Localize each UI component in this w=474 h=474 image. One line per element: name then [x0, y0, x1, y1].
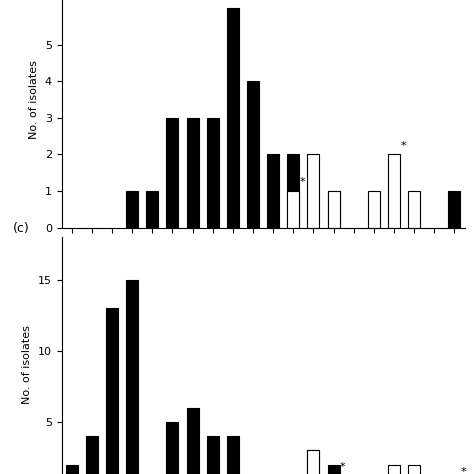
Bar [408, 465, 420, 474]
Bar [126, 280, 138, 474]
Bar [186, 118, 199, 228]
Text: *: * [461, 467, 466, 474]
Bar [227, 8, 239, 228]
Bar [267, 155, 279, 228]
Bar [307, 450, 319, 474]
Bar [388, 465, 400, 474]
Bar [186, 408, 199, 474]
Bar [388, 155, 400, 228]
Bar [287, 191, 299, 228]
Bar [207, 118, 219, 228]
Bar [166, 422, 178, 474]
Bar [328, 191, 339, 228]
Text: *: * [340, 462, 346, 472]
Bar [448, 191, 461, 228]
Bar [307, 155, 319, 228]
Bar [146, 191, 158, 228]
Bar [307, 450, 319, 474]
Y-axis label: No. of isolates: No. of isolates [29, 60, 39, 139]
Bar [287, 155, 299, 228]
Bar [126, 191, 138, 228]
Text: *: * [400, 141, 406, 151]
Text: (c): (c) [13, 222, 30, 235]
Bar [368, 191, 380, 228]
Bar [86, 436, 98, 474]
X-axis label: Increased inhibiton zone (mm): Increased inhibiton zone (mm) [178, 253, 348, 263]
Bar [227, 436, 239, 474]
Bar [106, 308, 118, 474]
Bar [328, 465, 339, 474]
Bar [65, 465, 78, 474]
Bar [408, 191, 420, 228]
Bar [328, 191, 339, 228]
Y-axis label: No. of isolates: No. of isolates [22, 326, 32, 404]
Text: *: * [300, 177, 305, 187]
Bar [247, 81, 259, 228]
Bar [166, 118, 179, 228]
Bar [207, 436, 219, 474]
